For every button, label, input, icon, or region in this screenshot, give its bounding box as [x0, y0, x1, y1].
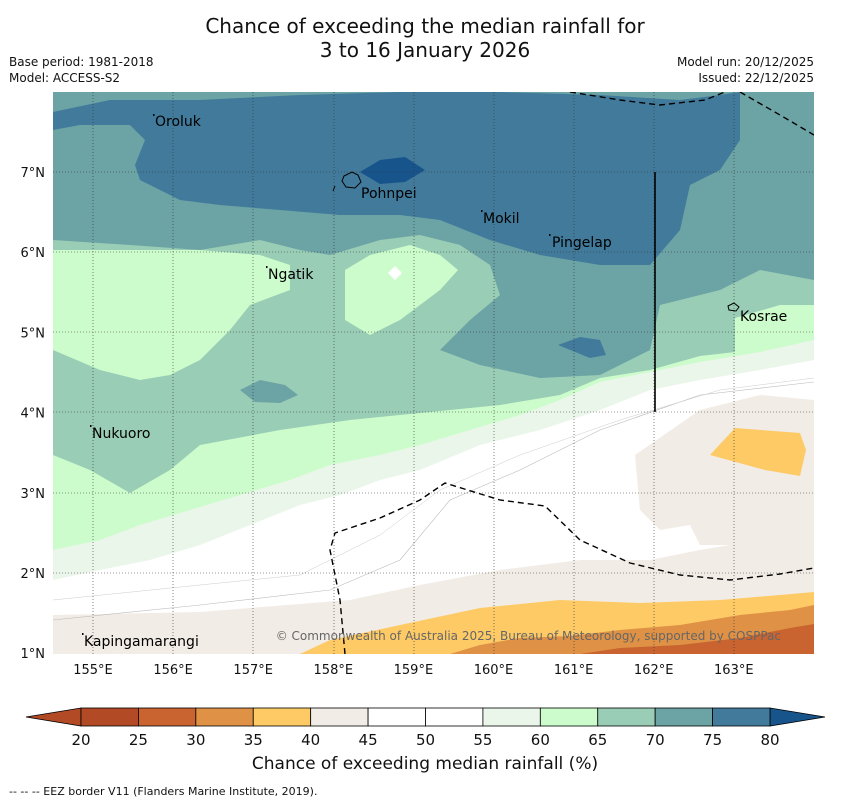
colorbar-segment — [80, 707, 139, 727]
lon-tick-label: 157°E — [233, 663, 273, 678]
lon-tick-label: 158°E — [314, 663, 354, 678]
lon-tick-label: 162°E — [634, 663, 674, 678]
colorbar-tick-label: 35 — [244, 731, 263, 749]
label-pohnpei: Pohnpei — [361, 186, 417, 202]
lon-tick-label: 160°E — [474, 663, 514, 678]
colorbar-segment — [597, 707, 656, 727]
label-ngatik: Ngatik — [268, 267, 314, 283]
colorbar-tick-label: 50 — [416, 731, 435, 749]
colorbar-title: Chance of exceeding median rainfall (%) — [251, 754, 599, 774]
lon-tick-label: 161°E — [554, 663, 594, 678]
copyright-notice: © Commonwealth of Australia 2025, Bureau… — [276, 629, 781, 643]
colorbar-segment — [425, 707, 484, 727]
colorbar-segment — [539, 707, 599, 727]
colorbar: 20 25 30 35 40 45 50 55 60 65 70 75 80 — [25, 707, 826, 749]
atoll-markers — [82, 114, 551, 635]
label-nukuoro: Nukuoro — [92, 426, 150, 442]
label-oroluk: Oroluk — [155, 114, 202, 130]
label-pingelap: Pingelap — [552, 235, 612, 251]
colorbar-tick-label: 20 — [71, 731, 90, 749]
colorbar-segment — [712, 707, 771, 727]
lon-tick-label: 155°E — [73, 663, 113, 678]
lat-tick-label: 1°N — [21, 647, 46, 662]
lat-tick-label: 5°N — [21, 326, 46, 341]
colorbar-low-arrow — [25, 707, 82, 727]
gridlines — [53, 92, 814, 654]
kosrae-island — [727, 302, 740, 312]
colorbar-segment — [654, 707, 713, 727]
base-period: Base period: 1981-2018 — [9, 55, 154, 69]
eez-borders — [329, 92, 814, 654]
meta-right: Model run: 20/12/2025 Issued: 22/12/2025 — [677, 54, 814, 86]
colorbar-tick-label: 65 — [588, 731, 607, 749]
colorbar-segment — [482, 707, 541, 727]
eez-note: -- -- -- EEZ border V11 (Flanders Marine… — [9, 785, 318, 798]
title-line-2: 3 to 16 January 2026 — [319, 38, 531, 62]
colorbar-tick-label: 80 — [760, 731, 779, 749]
colorbar-tick-label: 75 — [703, 731, 722, 749]
colorbar-tick-label: 70 — [646, 731, 665, 749]
latitude-axis: 7°N 6°N 5°N 4°N 3°N 2°N 1°N — [21, 166, 46, 662]
colorbar-tick-label: 30 — [186, 731, 205, 749]
map-area: Oroluk Pohnpei Mokil Pingelap Ngatik Kos… — [53, 92, 814, 654]
map-title: Chance of exceeding the median rainfall … — [0, 14, 850, 62]
colorbar-high-arrow — [769, 707, 826, 727]
issued-date: Issued: 22/12/2025 — [698, 71, 814, 85]
pohnpei-islet — [332, 185, 336, 192]
colorbar-tick-label: 25 — [129, 731, 148, 749]
colorbar-segment — [310, 707, 369, 727]
colorbar-tick-label: 60 — [531, 731, 550, 749]
pohnpei-island — [341, 171, 362, 189]
lat-tick-label: 2°N — [21, 567, 46, 582]
lat-tick-label: 7°N — [21, 166, 46, 181]
model-run: Model run: 20/12/2025 — [676, 55, 814, 69]
lat-tick-label: 6°N — [21, 246, 46, 261]
label-kosrae: Kosrae — [740, 309, 787, 325]
lon-tick-label: 163°E — [714, 663, 754, 678]
colorbar-tick-label: 40 — [301, 731, 320, 749]
colorbar-segment — [138, 707, 197, 727]
colorbar-segment — [252, 707, 312, 727]
colorbar-segment — [367, 707, 426, 727]
title-line-1: Chance of exceeding the median rainfall … — [205, 14, 645, 38]
label-mokil: Mokil — [483, 211, 520, 227]
label-kapingamarangi: Kapingamarangi — [84, 634, 199, 650]
colorbar-tick-label: 45 — [359, 731, 378, 749]
lon-tick-label: 156°E — [153, 663, 193, 678]
longitude-axis: 155°E 156°E 157°E 158°E 159°E 160°E 161°E 162°E… — [73, 663, 753, 678]
meta-left: Base period: 1981-2018 Model: ACCESS-S2 — [9, 54, 154, 86]
lat-tick-label: 4°N — [21, 407, 46, 422]
colorbar-tick-label: 55 — [473, 731, 492, 749]
lat-tick-label: 3°N — [21, 487, 46, 502]
colorbar-segment — [195, 707, 254, 727]
lon-tick-label: 159°E — [394, 663, 434, 678]
model-name: Model: ACCESS-S2 — [9, 71, 121, 85]
